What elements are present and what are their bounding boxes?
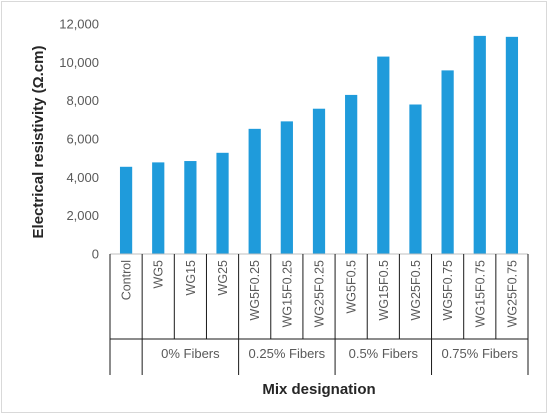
group-label: 0.5% Fibers [349, 346, 419, 361]
bar-wg25f0-25 [312, 108, 326, 254]
x-tick-label: WG15F0.5 [377, 260, 391, 320]
bar-wg15f0-75 [473, 35, 486, 255]
group-label: 0.75% Fibers [441, 346, 518, 361]
x-tick-label: WG15F0.75 [473, 260, 487, 327]
bars [119, 35, 519, 255]
x-tick-label: WG5 [152, 260, 166, 289]
x-tick-label: WG25F0.25 [313, 260, 327, 327]
y-axis-title: Electrical resistivity (Ω.cm) [30, 46, 47, 239]
y-tick-label: 8,000 [66, 93, 99, 108]
bar-wg25f0-75 [505, 36, 519, 254]
bar-wg5f0-25 [248, 128, 261, 254]
x-tick-label: WG5F0.25 [248, 260, 262, 320]
x-tick-label: WG5F0.5 [345, 260, 359, 314]
x-tick-label: Control [120, 260, 134, 300]
y-tick-label: 10,000 [59, 55, 99, 70]
y-axis-ticks: 0 2,000 4,000 6,000 8,000 10,000 12,000 [59, 17, 99, 262]
bar-wg25 [216, 152, 229, 254]
group-label: 0.25% Fibers [249, 346, 326, 361]
x-tick-label: WG25F0.5 [409, 260, 423, 320]
bar-wg25f0-5 [409, 104, 422, 254]
bar-wg5f0-75 [441, 70, 454, 254]
y-tick-label: 4,000 [66, 170, 99, 185]
x-tick-label: WG5F0.75 [441, 260, 455, 320]
y-tick-label: 2,000 [66, 208, 99, 223]
bar-wg15f0-25 [280, 121, 293, 254]
y-tick-label: 0 [92, 247, 99, 262]
bar-wg5 [152, 162, 165, 254]
bar-wg5f0-5 [345, 94, 358, 255]
x-tick-label: WG15 [184, 260, 198, 295]
bar-control [119, 166, 133, 254]
x-axis: Control WG5 WG15 WG25 WG5F0.25 WG15F0.25 WG25F… [109, 253, 529, 375]
y-tick-label: 12,000 [59, 17, 99, 32]
group-label: 0% Fibers [161, 346, 220, 361]
x-tick-label: WG25F0.75 [505, 260, 519, 327]
x-tick-label: WG15F0.25 [280, 260, 294, 327]
bar-wg15 [184, 161, 197, 254]
bar-wg15f0-5 [377, 56, 390, 255]
y-tick-label: 6,000 [66, 132, 99, 147]
x-tick-label: WG25 [216, 260, 230, 295]
x-axis-title: Mix designation [262, 381, 375, 398]
